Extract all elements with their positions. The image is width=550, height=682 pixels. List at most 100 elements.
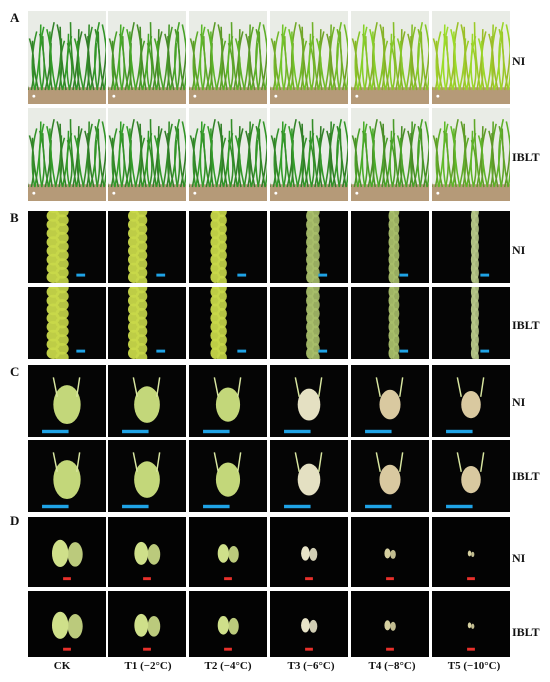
plant-photo-icon (432, 11, 510, 104)
plant-photo-icon (351, 108, 429, 201)
plant-photo-icon (189, 11, 267, 104)
photo-d-iblt-col3 (269, 590, 349, 658)
photo-a-iblt-col1 (107, 107, 187, 202)
photo-c-ni-col2 (188, 364, 268, 438)
spikelet-photo-icon (432, 440, 510, 512)
photo-d-iblt-col0 (27, 590, 107, 658)
spikelet-photo-icon (108, 365, 186, 437)
photo-d-iblt-col4 (350, 590, 430, 658)
spikelet-photo-icon (28, 440, 106, 512)
row-label-iblt-d: IBLT (512, 625, 540, 639)
photo-c-ni-col3 (269, 364, 349, 438)
photo-b-ni-col0 (27, 210, 107, 284)
spikelet-photo-icon (432, 365, 510, 437)
photo-a-ni-col2 (188, 10, 268, 105)
spikelet-photo-icon (270, 365, 348, 437)
photo-d-ni-col5 (431, 516, 511, 588)
floret-photo-icon (432, 517, 510, 587)
spike-photo-icon (351, 287, 429, 359)
photo-c-ni-col5 (431, 364, 511, 438)
spike-photo-icon (28, 287, 106, 359)
photo-b-ni-col5 (431, 210, 511, 284)
floret-photo-icon (189, 591, 267, 657)
photo-a-iblt-col0 (27, 107, 107, 202)
floret-photo-icon (189, 517, 267, 587)
plant-photo-icon (189, 108, 267, 201)
photo-b-iblt-col5 (431, 286, 511, 360)
row-label-ni-c: NI (512, 395, 526, 409)
plant-photo-icon (432, 108, 510, 201)
spike-photo-icon (28, 211, 106, 283)
photo-c-ni-col0 (27, 364, 107, 438)
plant-photo-icon (108, 11, 186, 104)
photo-d-iblt-col5 (431, 590, 511, 658)
spike-photo-icon (351, 211, 429, 283)
plant-photo-icon (28, 108, 106, 201)
photo-d-ni-col2 (188, 516, 268, 588)
panel-letter-d: D (10, 513, 20, 528)
plant-photo-icon (270, 11, 348, 104)
photo-b-iblt-col1 (107, 286, 187, 360)
photo-b-ni-col3 (269, 210, 349, 284)
spike-photo-icon (270, 287, 348, 359)
photo-b-ni-col1 (107, 210, 187, 284)
spikelet-photo-icon (28, 365, 106, 437)
spike-photo-icon (108, 287, 186, 359)
panel-letter-b: B (10, 210, 19, 225)
column-label-ck: CK (53, 660, 71, 672)
photo-a-iblt-col5 (431, 107, 511, 202)
spikelet-photo-icon (189, 440, 267, 512)
spike-photo-icon (432, 211, 510, 283)
column-label-t1: T1 (−2°C) (124, 660, 172, 672)
photo-c-iblt-col0 (27, 439, 107, 513)
photo-d-ni-col0 (27, 516, 107, 588)
photo-a-ni-col5 (431, 10, 511, 105)
floret-photo-icon (432, 591, 510, 657)
floret-photo-icon (28, 591, 106, 657)
row-label-ni-d: NI (512, 551, 526, 565)
plant-photo-icon (270, 108, 348, 201)
photo-b-iblt-col3 (269, 286, 349, 360)
floret-photo-icon (351, 517, 429, 587)
row-label-ni-a: NI (512, 54, 526, 68)
photo-c-iblt-col5 (431, 439, 511, 513)
row-label-iblt-b: IBLT (512, 318, 540, 332)
photo-b-iblt-col4 (350, 286, 430, 360)
row-label-iblt-c: IBLT (512, 469, 540, 483)
spikelet-photo-icon (270, 440, 348, 512)
photo-a-iblt-col2 (188, 107, 268, 202)
plant-photo-icon (351, 11, 429, 104)
panel-letter-a: A (10, 10, 20, 25)
floret-photo-icon (270, 591, 348, 657)
spikelet-photo-icon (351, 365, 429, 437)
photo-c-iblt-col4 (350, 439, 430, 513)
column-label-t2: T2 (−4°C) (204, 660, 252, 672)
spike-photo-icon (108, 211, 186, 283)
column-label-t5: T5 (−10°C) (447, 660, 501, 672)
spike-photo-icon (189, 211, 267, 283)
photo-a-ni-col4 (350, 10, 430, 105)
floret-photo-icon (108, 517, 186, 587)
photo-c-iblt-col3 (269, 439, 349, 513)
photo-d-ni-col1 (107, 516, 187, 588)
photo-a-iblt-col4 (350, 107, 430, 202)
panel-letter-c: C (10, 364, 20, 379)
spike-photo-icon (189, 287, 267, 359)
photo-c-ni-col1 (107, 364, 187, 438)
photo-c-ni-col4 (350, 364, 430, 438)
photo-a-iblt-col3 (269, 107, 349, 202)
plant-photo-icon (28, 11, 106, 104)
floret-photo-icon (28, 517, 106, 587)
photo-b-ni-col4 (350, 210, 430, 284)
spikelet-photo-icon (351, 440, 429, 512)
photo-a-ni-col3 (269, 10, 349, 105)
photo-c-iblt-col2 (188, 439, 268, 513)
photo-b-ni-col2 (188, 210, 268, 284)
photo-d-ni-col4 (350, 516, 430, 588)
spike-photo-icon (270, 211, 348, 283)
column-label-t4: T4 (−8°C) (368, 660, 416, 672)
column-label-t3: T3 (−6°C) (287, 660, 335, 672)
floret-photo-icon (270, 517, 348, 587)
photo-c-iblt-col1 (107, 439, 187, 513)
row-label-iblt-a: IBLT (512, 150, 540, 164)
